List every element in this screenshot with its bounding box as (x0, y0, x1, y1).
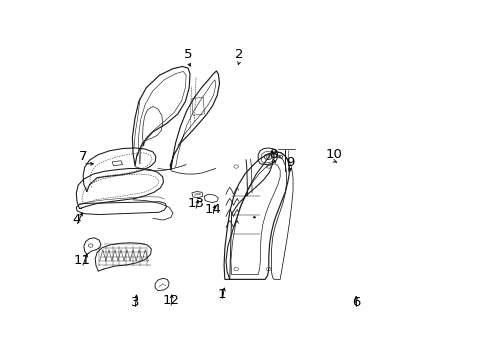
Text: 12: 12 (162, 294, 179, 307)
Text: 13: 13 (187, 198, 204, 211)
Text: 3: 3 (130, 296, 139, 309)
Text: 5: 5 (183, 48, 192, 61)
Text: 2: 2 (235, 48, 243, 61)
Text: 14: 14 (204, 203, 221, 216)
Text: 1: 1 (218, 288, 226, 301)
Text: 10: 10 (325, 148, 342, 161)
Text: 4: 4 (72, 213, 81, 226)
Text: 8: 8 (268, 148, 277, 161)
Text: 11: 11 (73, 254, 90, 267)
Circle shape (252, 216, 255, 219)
Text: 7: 7 (79, 150, 87, 163)
Text: 6: 6 (352, 296, 360, 309)
Text: 9: 9 (285, 156, 294, 169)
